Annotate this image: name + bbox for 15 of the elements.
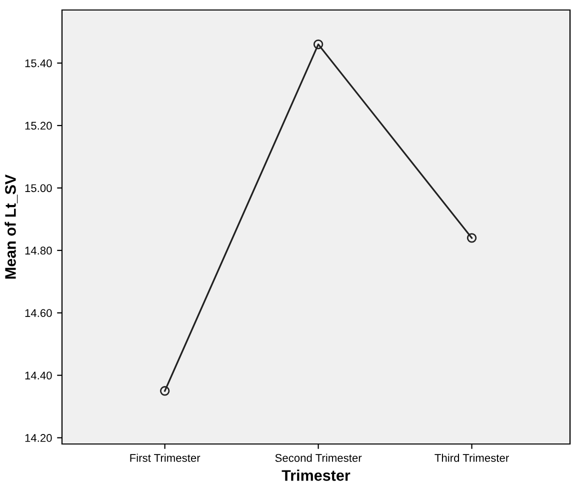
x-tick-label: Second Trimester — [275, 454, 362, 462]
y-tick-label: 14.60 — [25, 309, 52, 317]
y-tick-label: 15.20 — [25, 122, 52, 130]
point — [466, 233, 477, 243]
y-tick-label: 14.40 — [25, 372, 52, 380]
x-tick-label: Third Trimester — [434, 454, 509, 462]
y-tick-label: 15.00 — [25, 184, 52, 192]
y-tick-label: 15.40 — [25, 59, 52, 68]
point — [160, 386, 170, 396]
y-tick-label: 14.80 — [25, 246, 52, 255]
y-axis-title: Mean of Lt_SV — [4, 174, 18, 279]
point — [313, 39, 324, 50]
y-tick-label: 14.20 — [25, 434, 52, 442]
x-tick-label: First Trimester — [130, 454, 200, 462]
x-axis-title: Trimester — [282, 470, 350, 481]
